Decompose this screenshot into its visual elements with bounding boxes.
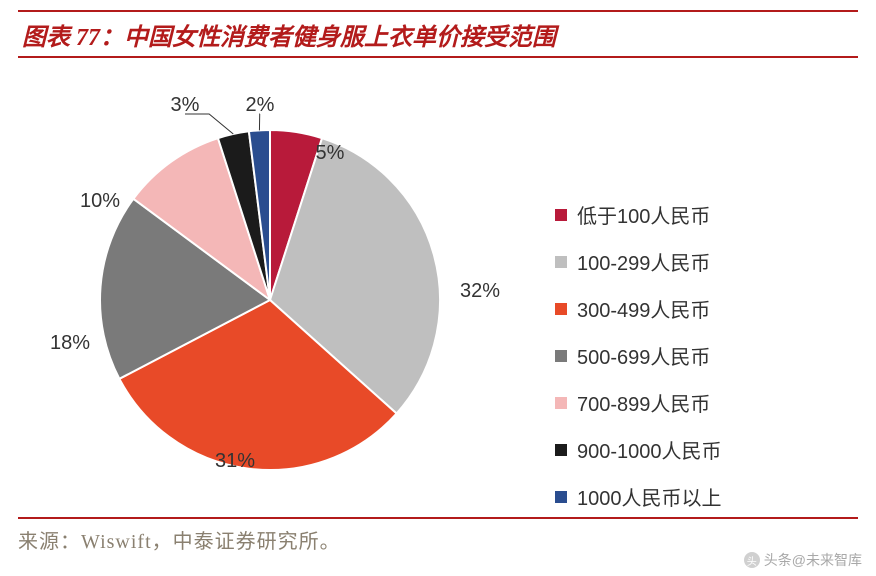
legend-swatch [555, 256, 567, 268]
legend-label: 500-699人民币 [577, 341, 710, 370]
chart-area: 5% 32% 31% 18% 10% 3% 2% 低于100人民币 100-299人民币 300… [0, 70, 876, 510]
legend-swatch [555, 350, 567, 362]
legend-swatch [555, 303, 567, 315]
legend-item: 100-299人民币 [555, 247, 722, 276]
watermark: 头 头条@未来智库 [744, 550, 862, 570]
slice-label: 32% [460, 280, 500, 303]
legend-swatch [555, 209, 567, 221]
slice-label: 31% [215, 450, 255, 473]
legend-label: 300-499人民币 [577, 294, 710, 323]
slice-label: 2% [246, 94, 275, 117]
watermark-icon: 头 [744, 552, 760, 568]
slice-label: 10% [80, 190, 120, 213]
legend-item: 300-499人民币 [555, 294, 722, 323]
slice-label: 5% [316, 142, 345, 165]
legend-swatch [555, 444, 567, 456]
legend-label: 1000人民币以上 [577, 482, 722, 511]
legend-item: 700-899人民币 [555, 388, 722, 417]
slice-label: 3% [171, 94, 200, 117]
legend-swatch [555, 397, 567, 409]
figure-container: 图表 77：中国女性消费者健身服上衣单价接受范围 5% 32% 31% 18% 10% 3… [0, 0, 876, 576]
legend: 低于100人民币 100-299人民币 300-499人民币 500-699人民币 70… [555, 200, 722, 529]
legend-item: 1000人民币以上 [555, 482, 722, 511]
legend-item: 900-1000人民币 [555, 435, 722, 464]
legend-label: 低于100人民币 [577, 200, 710, 229]
chart-title-text: 图表 77：中国女性消费者健身服上衣单价接受范围 [22, 17, 556, 52]
slice-label: 18% [50, 332, 90, 355]
legend-label: 100-299人民币 [577, 247, 710, 276]
pie-chart [80, 110, 460, 490]
chart-title: 图表 77：中国女性消费者健身服上衣单价接受范围 [18, 10, 858, 58]
legend-swatch [555, 491, 567, 503]
legend-label: 900-1000人民币 [577, 435, 722, 464]
watermark-text: 头条@未来智库 [764, 550, 862, 570]
legend-item: 低于100人民币 [555, 200, 722, 229]
legend-label: 700-899人民币 [577, 388, 710, 417]
source-text: 来源：Wiswift，中泰证券研究所。 [18, 517, 858, 554]
legend-item: 500-699人民币 [555, 341, 722, 370]
